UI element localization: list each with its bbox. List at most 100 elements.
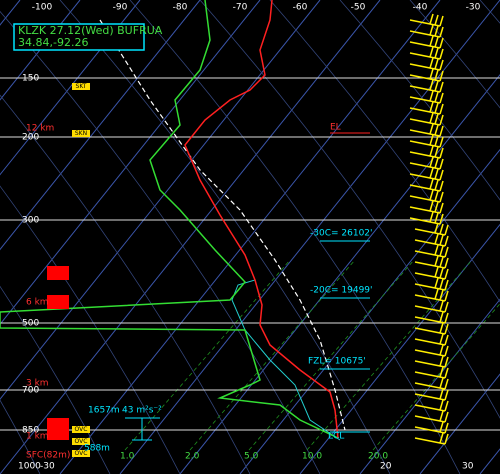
barb-feather bbox=[444, 323, 449, 335]
minus30-label: -30C= 26102' bbox=[310, 229, 373, 239]
isotherm bbox=[239, 148, 500, 474]
dry-adiabat bbox=[409, 0, 500, 109]
hodo-bottom: 588m bbox=[84, 444, 110, 454]
mixing-ratio-label: 2.0 bbox=[185, 452, 200, 462]
barb-feather bbox=[439, 59, 444, 71]
barb-feather bbox=[434, 212, 439, 224]
bottom-tick: -30 bbox=[40, 462, 55, 472]
barb-feather bbox=[439, 245, 444, 257]
barb-feather bbox=[439, 15, 444, 27]
top-tick: -50 bbox=[351, 3, 366, 13]
barb-feather bbox=[444, 257, 449, 269]
barb-feather bbox=[434, 135, 439, 147]
barb-feather bbox=[434, 80, 439, 92]
mixing-ratio-label: 1.0 bbox=[120, 452, 135, 462]
barb-feather bbox=[439, 267, 444, 279]
barb-feather bbox=[439, 421, 444, 433]
dry-adiabat bbox=[0, 399, 41, 474]
pressure-label: 150 bbox=[22, 74, 39, 84]
bottom-tick: 20 bbox=[380, 462, 392, 472]
barb-feather bbox=[434, 244, 439, 256]
cloud-box bbox=[47, 266, 69, 280]
barb-feather bbox=[444, 422, 449, 434]
temperature-profile bbox=[184, 0, 339, 439]
top-tick: -60 bbox=[293, 3, 308, 13]
wetbulb-profile bbox=[231, 279, 341, 441]
el-label: EL bbox=[330, 123, 341, 133]
barb-feather bbox=[429, 46, 434, 58]
barb-feather bbox=[429, 112, 434, 124]
barb-feather bbox=[444, 235, 449, 247]
barb-feather bbox=[429, 178, 434, 190]
barb-feather bbox=[439, 432, 444, 444]
dry-adiabat bbox=[0, 94, 251, 474]
barb-feather bbox=[434, 146, 439, 158]
barb-feather bbox=[439, 399, 444, 411]
cloud-label: OVC bbox=[75, 450, 88, 457]
barb-feather bbox=[434, 179, 439, 191]
barb-feather bbox=[429, 57, 434, 69]
pressure-label: 700 bbox=[22, 386, 39, 396]
barb-feather bbox=[429, 13, 434, 25]
barb-feather bbox=[444, 290, 449, 302]
cloud-label: OVC bbox=[75, 426, 88, 433]
barb-feather bbox=[434, 288, 439, 300]
dry-adiabat bbox=[269, 0, 500, 303]
barb-feather bbox=[429, 90, 434, 102]
barb-feather bbox=[434, 69, 439, 81]
barb-feather bbox=[429, 79, 434, 91]
barb-feather bbox=[439, 344, 444, 356]
barb-feather bbox=[439, 136, 444, 148]
mixing-ratio-label: 5.0 bbox=[244, 452, 259, 462]
height-label: 12 km bbox=[26, 124, 54, 134]
barb-feather bbox=[434, 113, 439, 125]
barb-feather bbox=[439, 169, 444, 181]
barb-feather bbox=[434, 102, 439, 114]
barb-feather bbox=[444, 246, 449, 258]
height-label: SFC(82m) bbox=[26, 451, 70, 461]
barb-feather bbox=[444, 433, 449, 445]
barb-feather bbox=[439, 92, 444, 104]
isotherm bbox=[179, 74, 500, 474]
barb-feather bbox=[429, 35, 434, 47]
barb-feather bbox=[429, 156, 434, 168]
barb-feather bbox=[434, 222, 439, 234]
barb-feather bbox=[444, 389, 449, 401]
barb-feather bbox=[439, 180, 444, 192]
barb-feather bbox=[444, 356, 449, 368]
barb-feather bbox=[434, 14, 439, 26]
barb-feather bbox=[439, 81, 444, 93]
pressure-label: 500 bbox=[22, 319, 39, 329]
barb-feather bbox=[439, 300, 444, 312]
top-tick: -30 bbox=[466, 3, 481, 13]
barb-feather bbox=[429, 189, 434, 201]
barb-feather bbox=[429, 68, 434, 80]
mixing-ratio-label: 10.0 bbox=[302, 452, 322, 462]
barb-feather bbox=[444, 367, 449, 379]
barb-feather bbox=[434, 255, 439, 267]
barb-feather bbox=[444, 411, 449, 423]
barb-feather bbox=[429, 200, 434, 212]
barb-feather bbox=[439, 158, 444, 170]
isotherm bbox=[59, 0, 441, 474]
barb-feather bbox=[439, 103, 444, 115]
isotherm bbox=[119, 0, 500, 474]
cloud-box bbox=[47, 418, 69, 440]
barb-feather bbox=[444, 312, 449, 324]
barb-feather bbox=[434, 25, 439, 37]
barb-feather bbox=[439, 333, 444, 345]
barb-feather bbox=[429, 24, 434, 36]
hodo-marker bbox=[125, 417, 160, 441]
wind-barbs bbox=[409, 13, 449, 445]
isotherm bbox=[0, 0, 381, 474]
barb-feather bbox=[434, 58, 439, 70]
pressure-label: 850 bbox=[22, 426, 39, 436]
barb-feather bbox=[439, 48, 444, 60]
bottom-tick: 30 bbox=[462, 462, 474, 472]
barb-feather bbox=[439, 223, 444, 235]
fzl-label: FZL= 10675' bbox=[308, 357, 366, 367]
barb-feather bbox=[434, 277, 439, 289]
barb-feather bbox=[444, 378, 449, 390]
barb-feather bbox=[439, 147, 444, 159]
